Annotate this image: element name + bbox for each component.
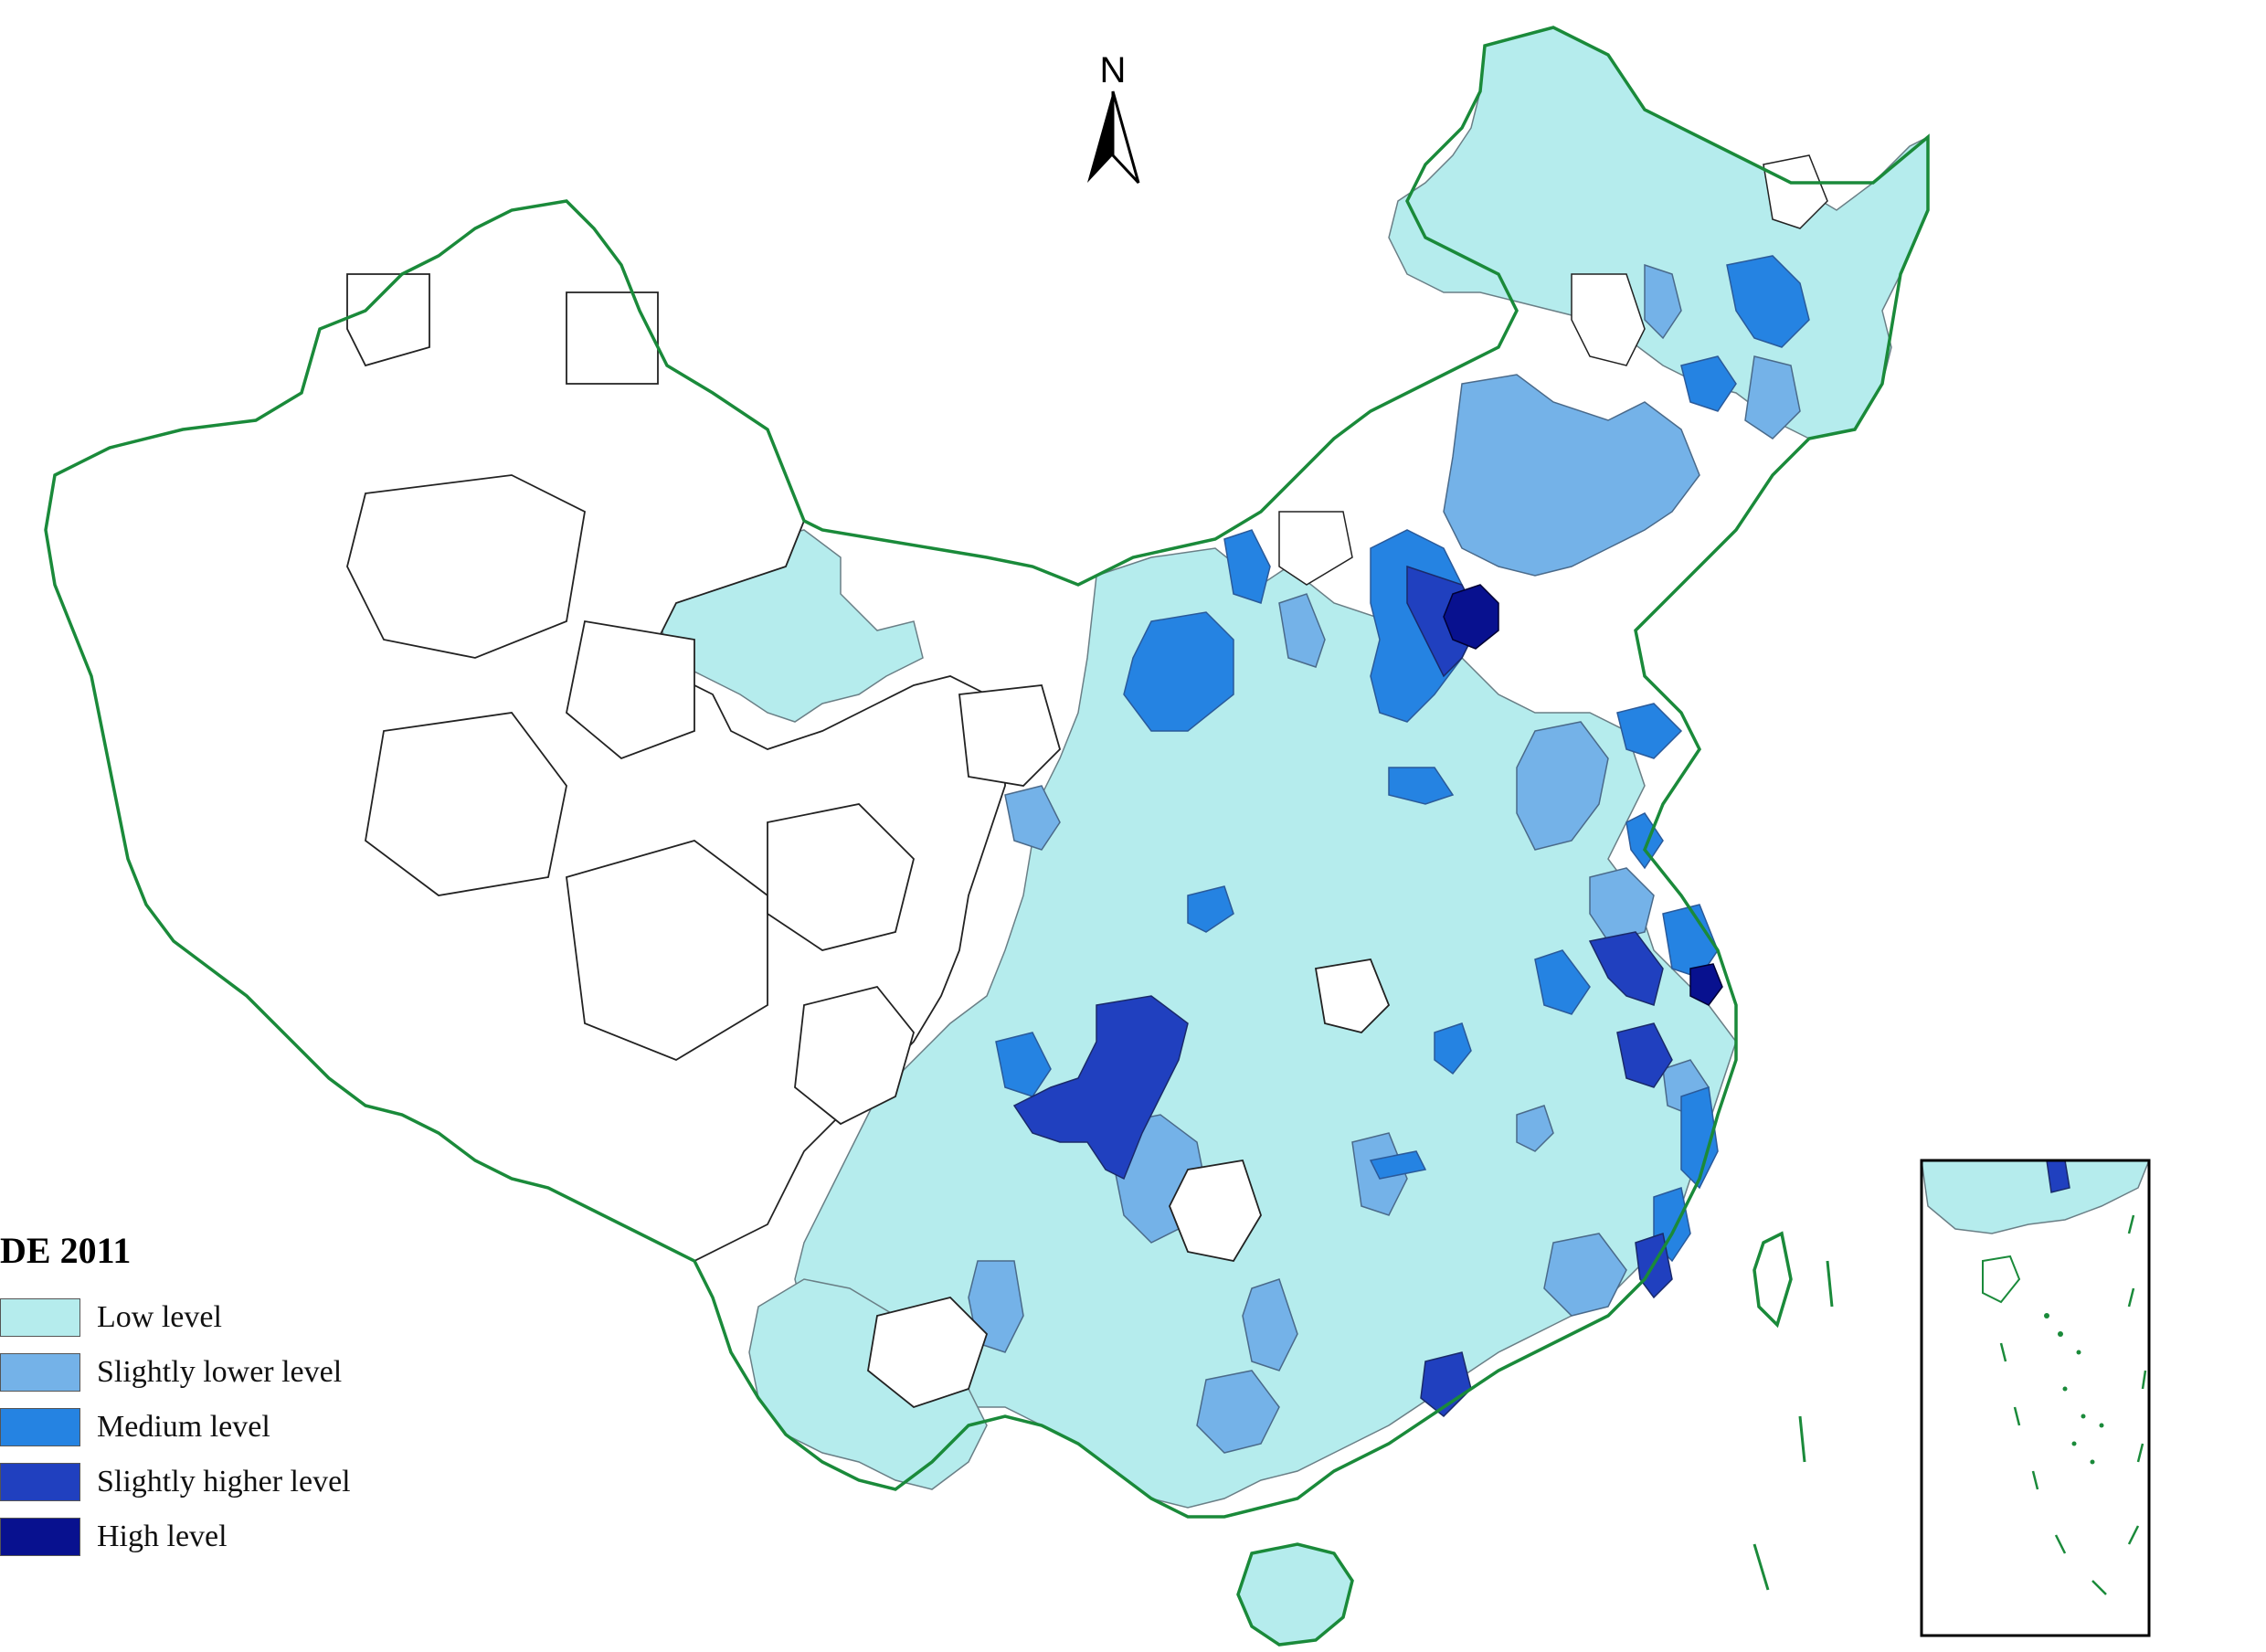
legend-item: High level [0, 1509, 420, 1564]
legend-item: Medium level [0, 1400, 420, 1455]
south-china-sea-inset [1920, 1159, 2151, 1637]
national-border [44, 26, 1930, 1647]
north-arrow: N [1087, 50, 1140, 185]
slightly-lower-level-regions [506, 263, 1801, 1454]
map-title: DE 2011 [0, 1230, 132, 1271]
northern-no-data-regions [1278, 154, 1828, 586]
north-label: N [1100, 50, 1127, 90]
legend-rows: Low level Slightly lower level Medium leve… [0, 1290, 420, 1564]
legend-label: Low level [97, 1300, 222, 1334]
legend-label: High level [97, 1520, 228, 1553]
legend-swatch [0, 1353, 80, 1392]
legend-label: Slightly higher level [97, 1465, 351, 1498]
legend-item: Slightly higher level [0, 1455, 420, 1509]
legend: DE 2011 Low level Slightly lower level Med… [0, 1229, 420, 1564]
legend-swatch [0, 1463, 80, 1501]
legend-item: Slightly lower level [0, 1345, 420, 1400]
sea-boundary-segments [1752, 1260, 1834, 1591]
legend-item: Low level [0, 1290, 420, 1345]
western-no-data-regions [45, 200, 1391, 1409]
legend-swatch [0, 1408, 80, 1446]
legend-label: Medium level [97, 1410, 270, 1444]
legend-swatch [0, 1518, 80, 1556]
legend-swatch [0, 1298, 80, 1337]
legend-label: Slightly lower level [97, 1355, 343, 1389]
high-level-regions [1443, 584, 1723, 1006]
